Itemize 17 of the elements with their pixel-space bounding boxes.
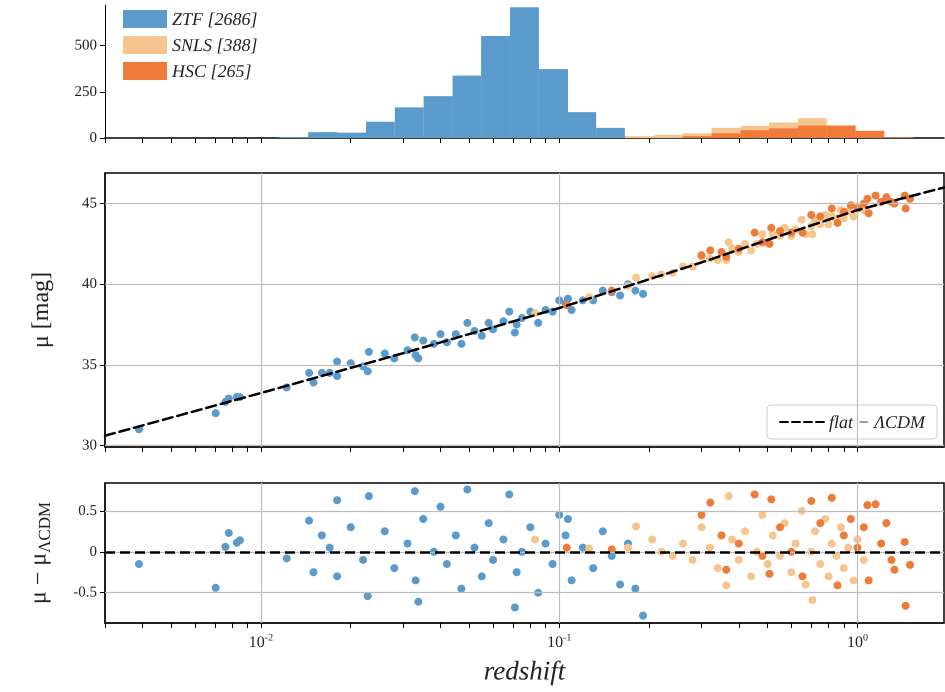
y-tick-label: 250	[74, 84, 97, 100]
y-tick-label: -0.5	[73, 584, 97, 601]
y-axis-title: μ − μΛCDM	[26, 502, 54, 604]
legend-label: SNLS [388]	[172, 35, 258, 55]
y-tick-label: 0	[90, 544, 97, 560]
x-axis-title: redshift	[484, 656, 567, 686]
y-tick-label: 30	[82, 437, 97, 454]
legend-label: ZTF [2686]	[172, 9, 258, 29]
y-axis-title: μ [mag]	[28, 272, 54, 348]
y-tick-label: 500	[74, 38, 97, 54]
y-tick-label: 0	[90, 130, 97, 146]
y-tick-label: 0.5	[78, 502, 97, 519]
y-tick-label: 40	[82, 276, 97, 292]
legend-label: flat − ΛCDM	[828, 412, 926, 432]
legend-label: HSC [265]	[171, 61, 252, 81]
y-tick-label: 45	[82, 196, 97, 212]
y-tick-label: 35	[82, 356, 97, 373]
